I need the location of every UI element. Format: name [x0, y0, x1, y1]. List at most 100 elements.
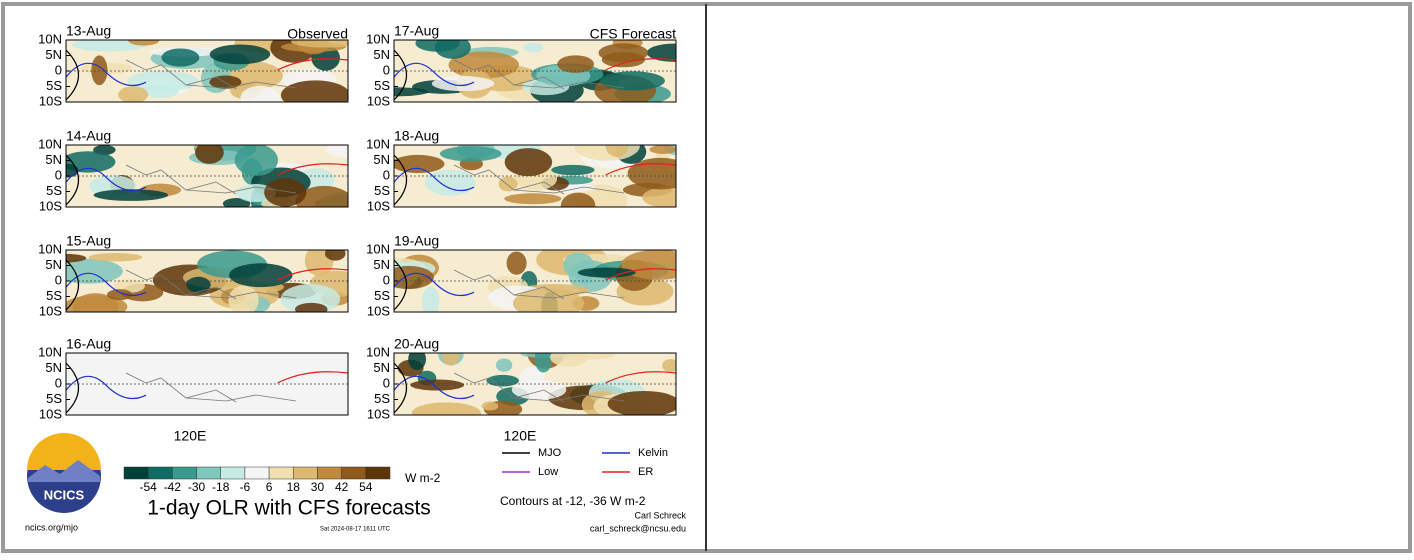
- olr-blob: [161, 48, 199, 66]
- lat-label: 5S: [374, 183, 390, 198]
- colorbar-tick-label: 18: [287, 480, 301, 494]
- author: Carl Schreck: [634, 510, 686, 520]
- colorbar-tick-label: 6: [266, 480, 273, 494]
- olr-blob: [507, 251, 527, 274]
- lat-label: 10N: [366, 344, 390, 359]
- legend-label: Kelvin: [638, 447, 668, 459]
- colorbar-segment: [317, 467, 341, 479]
- url: ncics.org/mjo: [25, 522, 78, 532]
- lat-label: 5N: [373, 47, 390, 62]
- olr-blob: [608, 391, 681, 417]
- lat-label: 0: [383, 62, 390, 77]
- lat-label: 0: [55, 272, 62, 287]
- colorbar-segment: [269, 467, 293, 479]
- lat-label: 5S: [46, 183, 62, 198]
- olr-blob: [186, 277, 210, 293]
- olr-blob: [650, 145, 677, 154]
- map: [66, 33, 361, 111]
- lon-label: 120E: [174, 428, 207, 444]
- lat-label: 5S: [374, 391, 390, 406]
- colorbar-segment: [148, 467, 172, 479]
- olr-blob: [228, 286, 258, 316]
- colorbar-tick-label: -30: [188, 480, 206, 494]
- colorbar-segment: [172, 467, 196, 479]
- olr-blob: [505, 148, 552, 176]
- colorbar-segment: [342, 467, 366, 479]
- colorbar-unit: W m-2: [405, 471, 441, 485]
- date-label: 14-Aug: [66, 128, 111, 144]
- lat-label: 5N: [373, 152, 390, 167]
- colorbar-tick-label: 30: [311, 480, 325, 494]
- lat-label: 10N: [366, 241, 390, 256]
- observed-heading: Observed: [287, 26, 348, 42]
- figure: Observed CFS Forecast 120E 120E NCICS W …: [0, 0, 1414, 555]
- legend-label: MJO: [538, 447, 562, 459]
- olr-blob: [235, 144, 278, 176]
- lat-label: 5S: [374, 78, 390, 93]
- olr-blob: [440, 146, 502, 161]
- lon-label: 120E: [504, 428, 537, 444]
- lat-label: 0: [55, 375, 62, 390]
- lat-label: 10S: [367, 198, 390, 213]
- date-label: 16-Aug: [66, 336, 111, 352]
- olr-blob: [264, 178, 306, 207]
- olr-blob: [392, 155, 445, 173]
- lat-label: 10N: [38, 344, 62, 359]
- date-label: 15-Aug: [66, 233, 111, 249]
- logo-text: NCICS: [44, 487, 85, 502]
- lat-label: 0: [383, 167, 390, 182]
- olr-blob: [210, 44, 270, 64]
- lat-label: 5N: [45, 47, 62, 62]
- lat-label: 0: [55, 62, 62, 77]
- date-label: 20-Aug: [394, 336, 439, 352]
- forecast-heading: CFS Forecast: [590, 26, 676, 42]
- date-label: 13-Aug: [66, 23, 111, 39]
- timestamp: Sat 2024-08-17 1611 UTC: [320, 527, 391, 533]
- olr-blob: [600, 71, 665, 90]
- colorbar-segment: [197, 467, 221, 479]
- olr-blob: [504, 193, 561, 204]
- lat-label: 5N: [373, 257, 390, 272]
- email: carl_schreck@ncsu.edu: [590, 523, 686, 533]
- lat-label: 0: [383, 272, 390, 287]
- colorbar-tick-label: -6: [240, 480, 251, 494]
- olr-blob: [523, 43, 543, 53]
- olr-blob: [486, 375, 519, 387]
- map: [360, 35, 701, 106]
- olr-blob: [118, 86, 148, 103]
- olr-blob: [557, 55, 594, 73]
- date-label: 18-Aug: [394, 128, 439, 144]
- lat-label: 10S: [367, 406, 390, 421]
- lat-label: 10S: [39, 303, 62, 318]
- figure-title: 1-day OLR with CFS forecasts: [147, 497, 431, 520]
- olr-blob: [496, 358, 512, 371]
- logo: NCICS: [27, 433, 101, 513]
- olr-blob: [551, 165, 594, 175]
- olr-blob: [89, 253, 143, 261]
- date-label: 19-Aug: [394, 233, 439, 249]
- lat-label: 5S: [46, 288, 62, 303]
- lat-label: 10N: [38, 241, 62, 256]
- olr-blob: [425, 170, 476, 196]
- map: [46, 245, 361, 321]
- lat-label: 5N: [45, 257, 62, 272]
- lat-label: 0: [55, 167, 62, 182]
- colorbar-segment: [245, 467, 269, 479]
- lat-label: 0: [383, 375, 390, 390]
- date-label: 17-Aug: [394, 23, 439, 39]
- colorbar-tick-label: -54: [140, 480, 158, 494]
- lat-label: 5N: [45, 152, 62, 167]
- colorbar-tick-label: -42: [164, 480, 182, 494]
- colorbar-segment: [366, 467, 390, 479]
- legend-label: Low: [538, 466, 558, 478]
- colorbar-segment: [124, 467, 148, 479]
- lat-label: 10S: [39, 198, 62, 213]
- colorbar-segment: [221, 467, 245, 479]
- lat-label: 5N: [45, 360, 62, 375]
- colorbar-tick-label: 54: [359, 480, 373, 494]
- olr-blob: [498, 177, 517, 192]
- lat-label: 5S: [374, 288, 390, 303]
- colorbar-segment: [293, 467, 317, 479]
- olr-blob: [229, 263, 293, 287]
- lat-label: 10S: [39, 93, 62, 108]
